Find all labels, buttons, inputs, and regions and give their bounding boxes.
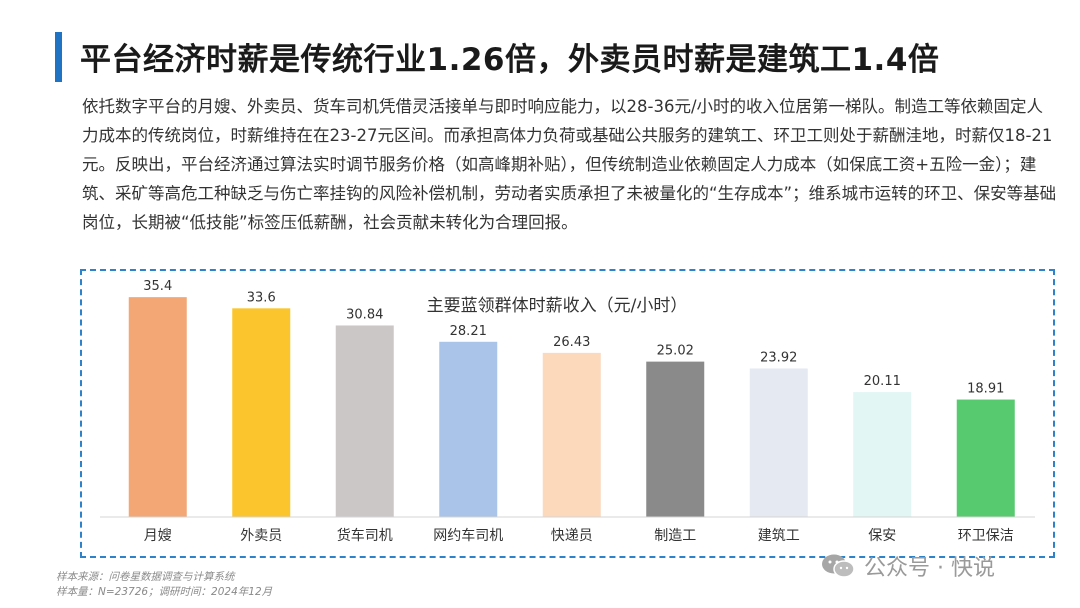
- wechat-icon: [822, 554, 855, 578]
- bar-value-label: 20.11: [864, 374, 901, 389]
- bar-1: [128, 297, 187, 517]
- x-tick-label: 制造工: [654, 528, 696, 544]
- title-accent-bar: [55, 32, 62, 82]
- x-tick-label: 货车司机: [337, 527, 393, 544]
- bar-value-label: 23.92: [760, 350, 797, 365]
- bar-9: [956, 399, 1015, 517]
- x-tick-label: 外卖员: [240, 528, 282, 544]
- x-ticks-group: 月嫂 外卖员 货车司机 网约车司机 快递员 制造工 建筑工 保安 环卫保洁: [144, 527, 1014, 544]
- source-line-1: 样本来源：问卷星数据调查与计算系统: [56, 571, 235, 583]
- bars-group: 35.4 33.6 30.84 28.21 26.43 25.02 23.92 20.11 18…: [128, 279, 1015, 517]
- bar-2: [232, 308, 291, 517]
- page-title: 平台经济时薪是传统行业1.26倍，外卖员时薪是建筑工1.4倍: [80, 42, 940, 78]
- bar-value-label: 30.84: [346, 307, 383, 322]
- chart-container: 主要蓝领群体时薪收入（元/小时） 35.4 33.6 30.84 28.21 26.43…: [80, 269, 1055, 558]
- x-tick-label: 建筑工: [758, 528, 800, 544]
- bar-value-label: 26.43: [553, 335, 590, 350]
- bar-3: [335, 325, 394, 517]
- bar-value-label: 18.91: [967, 382, 1004, 397]
- x-tick-label: 月嫂: [144, 528, 172, 544]
- bar-value-label: 25.02: [657, 344, 694, 359]
- bar-value-label: 35.4: [143, 279, 172, 294]
- source-line-2: 样本量：N=23726；调研时间：2024年12月: [56, 586, 273, 598]
- chart-title: 主要蓝领群体时薪收入（元/小时）: [427, 296, 688, 316]
- x-tick-label: 保安: [868, 528, 896, 544]
- watermark-text: 公众号 · 快说: [864, 556, 995, 581]
- watermark: 公众号 · 快说: [820, 550, 995, 582]
- bar-chart: 主要蓝领群体时薪收入（元/小时） 35.4 33.6 30.84 28.21 26.43…: [100, 279, 1035, 544]
- source-note: 样本来源：问卷星数据调查与计算系统 样本量：N=23726；调研时间：2024年…: [56, 570, 272, 600]
- bar-4: [439, 341, 498, 517]
- bar-7: [749, 368, 808, 517]
- bar-value-label: 33.6: [247, 290, 276, 305]
- intro-paragraph: 依托数字平台的月嫂、外卖员、货车司机凭借灵活接单与即时响应能力，以28-36元/…: [82, 97, 1057, 232]
- bar-6: [646, 361, 705, 517]
- x-tick-label: 网约车司机: [433, 527, 503, 544]
- x-tick-label: 环卫保洁: [958, 528, 1014, 544]
- bar-5: [542, 352, 601, 517]
- bar-8: [853, 392, 912, 517]
- bar-value-label: 28.21: [450, 324, 487, 339]
- x-tick-label: 快递员: [551, 528, 593, 544]
